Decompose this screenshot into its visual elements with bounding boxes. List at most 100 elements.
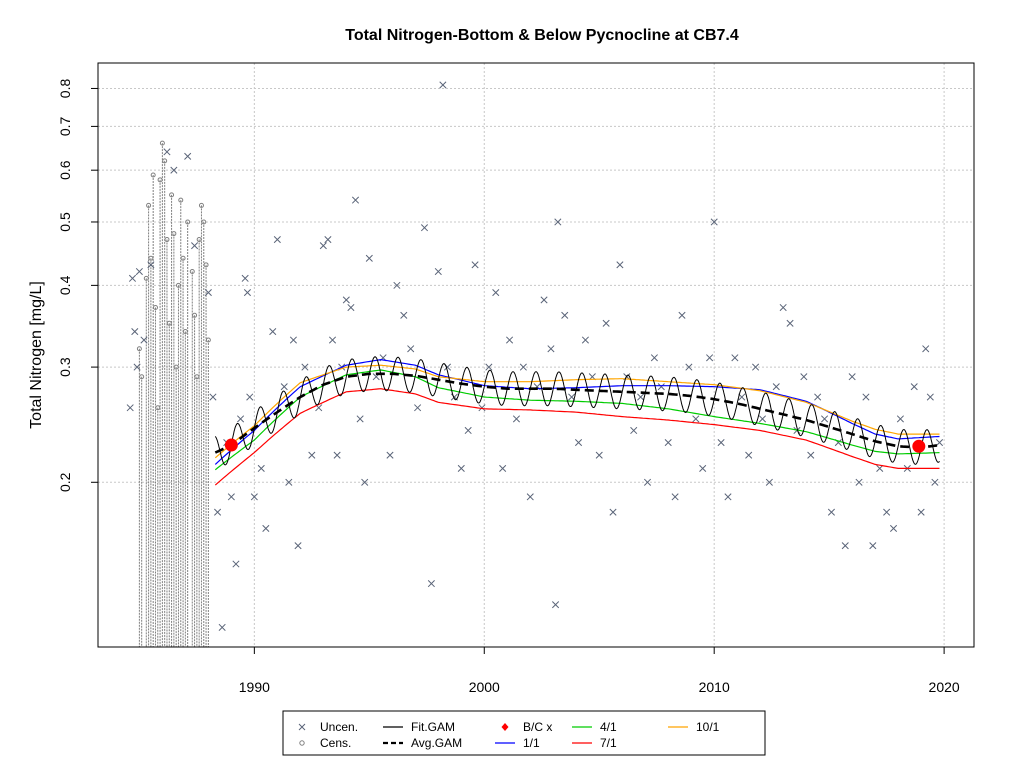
uncensored-point-109 bbox=[800, 373, 808, 381]
uncensored-points bbox=[126, 81, 944, 631]
censored-point-1 bbox=[139, 374, 145, 380]
uncensored-point-53 bbox=[427, 580, 435, 588]
x-tick-label-3: 2020 bbox=[929, 679, 960, 695]
censored-point-13 bbox=[169, 192, 175, 198]
uncensored-point-2 bbox=[131, 327, 139, 336]
uncensored-point-72 bbox=[551, 601, 560, 609]
uncensored-point-102 bbox=[752, 363, 760, 371]
uncensored-point-32 bbox=[308, 451, 316, 459]
censored-points bbox=[136, 140, 211, 647]
uncensored-point-0 bbox=[126, 404, 134, 412]
censored-point-25 bbox=[198, 202, 204, 208]
censored-point-6 bbox=[152, 305, 158, 311]
uncensored-point-91 bbox=[678, 311, 686, 319]
uncensored-point-105 bbox=[772, 383, 780, 391]
uncensored-point-29 bbox=[289, 336, 297, 344]
uncensored-point-98 bbox=[724, 493, 732, 501]
legend-symbol-uncen- bbox=[298, 723, 306, 731]
uncensored-point-64 bbox=[499, 464, 507, 472]
uncensored-point-79 bbox=[595, 451, 603, 459]
grid bbox=[98, 63, 974, 647]
uncensored-point-1 bbox=[128, 274, 137, 282]
uncensored-point-130 bbox=[935, 439, 944, 447]
uncensored-point-61 bbox=[478, 404, 486, 412]
uncensored-point-128 bbox=[926, 393, 934, 401]
legend-label-1: Cens. bbox=[320, 736, 351, 750]
uncensored-point-62 bbox=[485, 363, 493, 371]
uncensored-point-89 bbox=[664, 439, 672, 447]
y-axis: 0.2 0.3 0.4 0.5 0.6 0.7 0.8 bbox=[57, 79, 99, 492]
legend-label-8: 10/1 bbox=[696, 720, 720, 734]
y-tick-label-0: 0.2 bbox=[57, 472, 73, 492]
y-tick-label-2: 0.4 bbox=[57, 275, 73, 295]
uncensored-point-24 bbox=[262, 524, 270, 533]
uncensored-point-125 bbox=[910, 383, 918, 391]
uncensored-point-14 bbox=[218, 623, 226, 631]
uncensored-point-95 bbox=[706, 354, 714, 362]
uncensored-point-42 bbox=[356, 415, 364, 423]
uncensored-point-6 bbox=[147, 261, 155, 269]
uncensored-point-111 bbox=[814, 393, 822, 401]
y-tick-label-5: 0.7 bbox=[57, 116, 73, 136]
uncensored-point-50 bbox=[407, 345, 415, 353]
legend-symbol-cens- bbox=[299, 740, 305, 746]
y-axis-label: Total Nitrogen [mg/L] bbox=[28, 281, 45, 429]
uncensored-point-8 bbox=[170, 166, 178, 174]
uncensored-point-5 bbox=[140, 336, 148, 344]
censored-point-20 bbox=[185, 219, 191, 225]
series-line-2 bbox=[214, 388, 940, 486]
uncensored-point-116 bbox=[848, 373, 856, 381]
censored-point-17 bbox=[178, 197, 184, 203]
uncensored-point-80 bbox=[602, 319, 610, 327]
censored-point-28 bbox=[205, 337, 211, 343]
uncensored-point-40 bbox=[347, 303, 355, 312]
uncensored-point-122 bbox=[889, 524, 898, 533]
bc-point-0 bbox=[224, 438, 238, 452]
legend-label-0: Uncen. bbox=[320, 720, 358, 734]
x-axis: 1990 2000 2010 2020 bbox=[239, 646, 960, 695]
uncensored-point-18 bbox=[236, 415, 245, 423]
uncensored-point-76 bbox=[574, 439, 583, 447]
uncensored-point-112 bbox=[820, 415, 829, 423]
x-tick-label-1: 2000 bbox=[469, 679, 500, 695]
uncensored-point-97 bbox=[717, 439, 725, 447]
uncensored-point-59 bbox=[464, 426, 472, 435]
censored-point-3 bbox=[146, 202, 152, 208]
uncensored-point-92 bbox=[685, 363, 693, 371]
uncensored-point-74 bbox=[561, 311, 569, 319]
uncensored-point-129 bbox=[931, 478, 939, 486]
censored-point-7 bbox=[155, 405, 161, 411]
uncensored-point-39 bbox=[342, 296, 350, 304]
uncensored-point-113 bbox=[827, 508, 836, 516]
uncensored-point-103 bbox=[758, 415, 767, 423]
uncensored-point-96 bbox=[710, 218, 718, 226]
uncensored-point-7 bbox=[163, 148, 171, 156]
legend-label-6: 4/1 bbox=[600, 720, 617, 734]
plot-frame bbox=[97, 62, 975, 648]
uncensored-point-12 bbox=[209, 393, 217, 401]
bc-points bbox=[224, 438, 926, 453]
y-tick-label-6: 0.8 bbox=[57, 79, 73, 99]
uncensored-point-30 bbox=[294, 542, 302, 550]
uncensored-point-65 bbox=[506, 336, 514, 344]
censored-point-12 bbox=[166, 320, 172, 326]
censored-point-23 bbox=[194, 374, 200, 380]
uncensored-point-73 bbox=[554, 218, 562, 226]
uncensored-point-52 bbox=[420, 224, 429, 232]
gam-lines bbox=[214, 356, 940, 486]
uncensored-point-17 bbox=[232, 560, 240, 568]
uncensored-point-54 bbox=[434, 267, 442, 276]
censored-point-21 bbox=[189, 269, 195, 275]
uncensored-point-106 bbox=[779, 303, 787, 312]
uncensored-point-4 bbox=[135, 267, 143, 276]
censored-point-10 bbox=[162, 158, 168, 164]
uncensored-point-107 bbox=[786, 319, 794, 327]
uncensored-point-37 bbox=[333, 451, 341, 459]
uncensored-point-110 bbox=[807, 451, 815, 459]
legend-symbol-b-c-x bbox=[501, 723, 509, 731]
uncensored-point-115 bbox=[841, 542, 849, 550]
uncensored-point-23 bbox=[257, 464, 265, 472]
avg-gam-line bbox=[214, 372, 940, 454]
uncensored-point-26 bbox=[273, 236, 281, 244]
